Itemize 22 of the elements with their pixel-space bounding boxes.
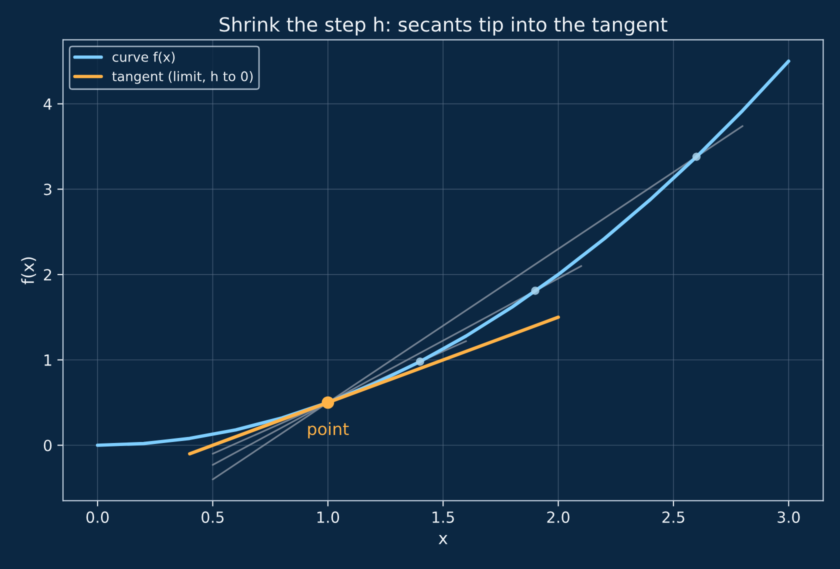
legend-label: curve f(x) xyxy=(112,52,175,64)
point xyxy=(416,357,424,366)
chart-title: Shrink the step h: secants tip into the tangent xyxy=(220,16,668,36)
x-tick-label: 1.5 xyxy=(432,512,454,523)
y-tick-label: 1 xyxy=(44,354,52,366)
x-tick-label: 2.0 xyxy=(547,511,570,523)
y-tick-label: 2 xyxy=(44,269,52,280)
x-tick-label: 3.0 xyxy=(778,511,800,523)
point xyxy=(322,396,334,409)
annotation: point xyxy=(308,422,349,438)
point xyxy=(531,286,540,295)
y-axis-title: f(x) xyxy=(21,257,36,284)
legend-label: tangent (limit, h to 0) xyxy=(112,71,253,84)
x-tick-label: 0.5 xyxy=(202,511,224,523)
y-tick-label: 0 xyxy=(44,440,52,452)
x-tick-label: 2.5 xyxy=(662,511,684,523)
y-tick-label: 3 xyxy=(44,184,52,196)
y-tick-label: 4 xyxy=(44,98,52,110)
x-tick-label: 0.0 xyxy=(86,511,109,523)
x-tick-label: 1.0 xyxy=(317,511,340,523)
point xyxy=(692,152,701,161)
x-axis-title: x xyxy=(438,535,448,544)
